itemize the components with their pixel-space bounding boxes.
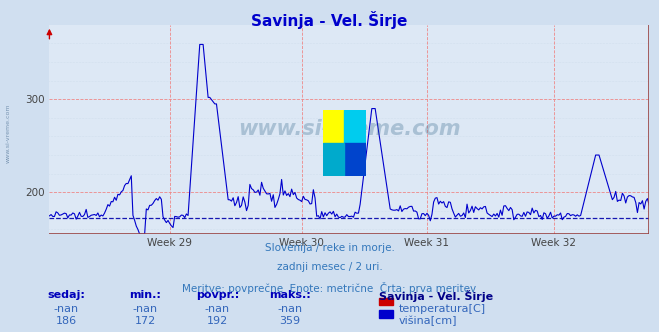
Text: povpr.:: povpr.: [196,290,239,300]
Text: Savinja - Vel. Širje: Savinja - Vel. Širje [379,290,493,302]
Text: www.si-vreme.com: www.si-vreme.com [238,120,461,139]
Text: 192: 192 [207,316,228,326]
Text: sedaj:: sedaj: [47,290,85,300]
Text: višina[cm]: višina[cm] [399,316,457,326]
Text: zadnji mesec / 2 uri.: zadnji mesec / 2 uri. [277,262,382,272]
Text: www.si-vreme.com: www.si-vreme.com [5,103,11,163]
Text: Meritve: povprečne  Enote: metrične  Črta: prva meritev: Meritve: povprečne Enote: metrične Črta:… [183,282,476,293]
Text: min.:: min.: [129,290,161,300]
Text: Savinja - Vel. Širje: Savinja - Vel. Širje [251,11,408,29]
Text: -nan: -nan [205,304,230,314]
Text: -nan: -nan [132,304,158,314]
Text: temperatura[C]: temperatura[C] [399,304,486,314]
Bar [344,110,366,143]
Text: 172: 172 [134,316,156,326]
Bar [323,143,344,176]
Text: Slovenija / reke in morje.: Slovenija / reke in morje. [264,243,395,253]
Bar [344,143,366,176]
Text: maks.:: maks.: [269,290,311,300]
Text: 359: 359 [279,316,301,326]
Text: -nan: -nan [53,304,78,314]
Bar [323,110,344,143]
Text: 186: 186 [55,316,76,326]
Text: -nan: -nan [277,304,302,314]
